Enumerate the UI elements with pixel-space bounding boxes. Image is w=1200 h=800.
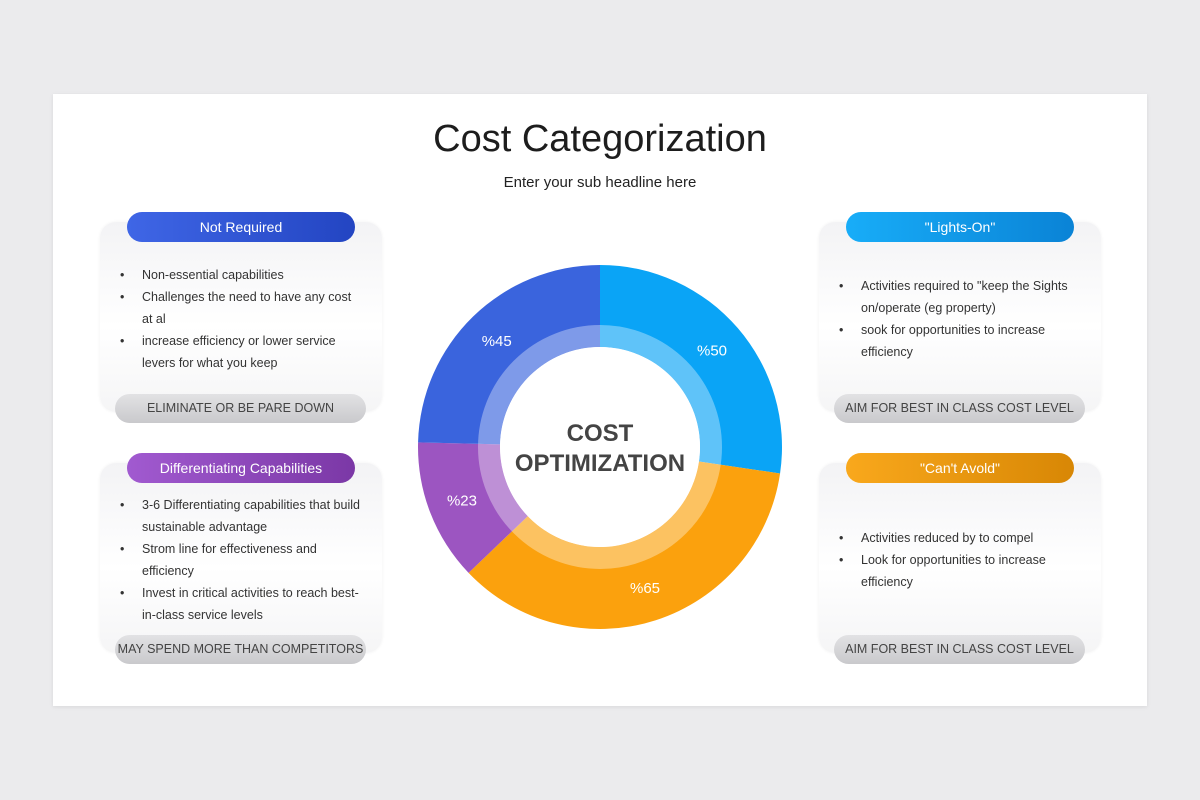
panel-footer: ELIMINATE OR BE PARE DOWN	[115, 394, 366, 423]
bullet-list: Activities reduced by to compelLook for …	[839, 527, 1079, 593]
slice-label: %23	[447, 492, 477, 509]
donut-slice	[600, 265, 783, 474]
bullet: Strom line for effectiveness and efficie…	[120, 538, 360, 582]
panel-title: Differentiating Capabilities	[127, 453, 355, 483]
donut-slice	[468, 461, 781, 630]
panel-body: Non-essential capabilitiesChallenges the…	[120, 248, 380, 390]
bullet: increase efficiency or lower service lev…	[120, 330, 360, 374]
bullet: Non-essential capabilities	[120, 264, 360, 286]
panel-footer: MAY SPEND MORE THAN COMPETITORS	[115, 635, 366, 664]
slice-label: %45	[482, 333, 512, 350]
bullet: 3-6 Differentiating capabilities that bu…	[120, 494, 360, 538]
bullet: Activities reduced by to compel	[839, 527, 1079, 549]
panel-body: Activities reduced by to compelLook for …	[839, 489, 1099, 631]
bullet-list: Non-essential capabilitiesChallenges the…	[120, 264, 360, 374]
bullet: Look for opportunities to increase effic…	[839, 549, 1079, 593]
panel-title: "Lights-On"	[846, 212, 1074, 242]
bullet-list: 3-6 Differentiating capabilities that bu…	[120, 494, 360, 626]
bullet: sook for opportunities to increase effic…	[839, 319, 1079, 363]
bullet: Activities required to "keep the Sights …	[839, 275, 1079, 319]
panel-footer: AIM FOR BEST IN CLASS COST LEVEL	[834, 635, 1085, 664]
panel: "Lights-On" Activities required to "keep …	[819, 212, 1101, 423]
title: Cost Categorization	[433, 118, 767, 160]
bullet-list: Activities required to "keep the Sights …	[839, 275, 1079, 363]
panel-title: "Can't Avold"	[846, 453, 1074, 483]
bullet: Challenges the need to have any cost at …	[120, 286, 360, 330]
donut-slice	[417, 442, 528, 573]
center-disc	[500, 347, 700, 547]
subtitle: Enter your sub headline here	[503, 174, 697, 191]
slice-label: %50	[697, 342, 727, 359]
panel-body: 3-6 Differentiating capabilities that bu…	[120, 489, 380, 631]
panel-title: Not Required	[127, 212, 355, 242]
panel-body: Activities required to "keep the Sights …	[839, 248, 1099, 390]
slice-label: %65	[630, 580, 660, 597]
bullet: Invest in critical activities to reach b…	[120, 582, 360, 626]
center-label: COST	[567, 420, 634, 447]
inner-ring	[478, 325, 722, 569]
panel: Not Required Non-essential capabilitiesCh…	[100, 212, 382, 423]
donut-slice	[418, 265, 600, 445]
panel: "Can't Avold" Activities reduced by to co…	[819, 453, 1101, 664]
panel-footer: AIM FOR BEST IN CLASS COST LEVEL	[834, 394, 1085, 423]
center-label: OPTIMIZATION	[515, 450, 685, 477]
panel: Differentiating Capabilities 3-6 Differen…	[100, 453, 382, 664]
